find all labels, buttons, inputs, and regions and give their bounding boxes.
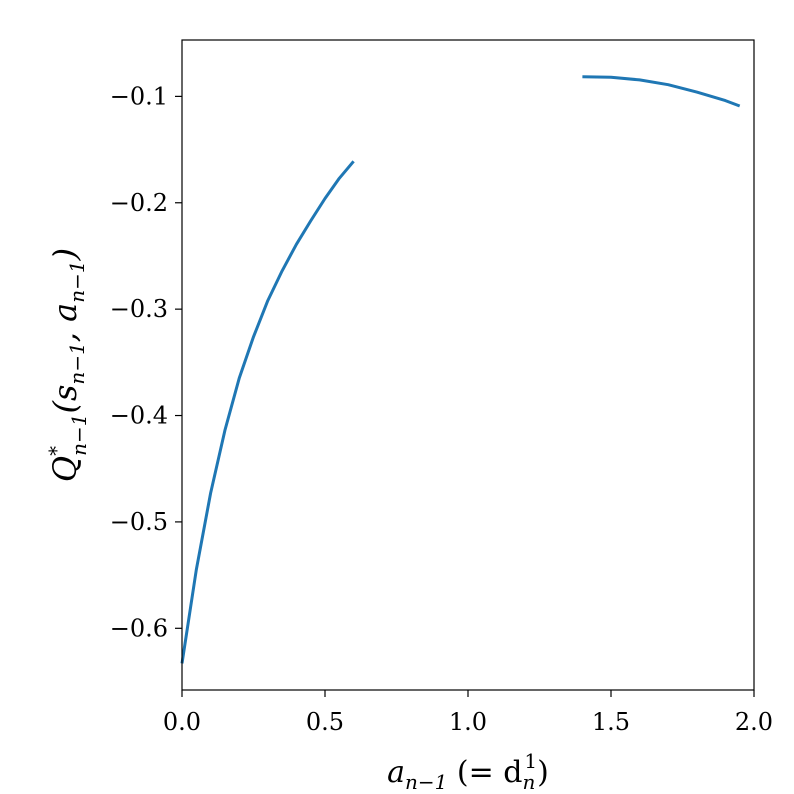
y-tick-label: −0.3 xyxy=(110,295,168,323)
x-axis-ticks: 0.0 0.5 1.0 1.5 2.0 xyxy=(163,690,773,736)
y-label-sub2: n−1 xyxy=(65,342,89,384)
series-line-2 xyxy=(582,75,741,108)
y-label-sub: n−1 xyxy=(67,413,91,455)
y-tick-label: −0.5 xyxy=(110,508,168,536)
x-tick-label: 1.5 xyxy=(592,708,630,736)
y-tick-label: −0.4 xyxy=(110,402,168,430)
x-axis-label: an−1 (= dn1) xyxy=(387,749,549,794)
series-lines xyxy=(180,75,741,664)
y-label-comma: , a xyxy=(46,303,84,342)
y-tick-label: −0.1 xyxy=(110,82,168,110)
y-axis-label-group: Q*n−1(sn−1, an−1) xyxy=(44,248,91,482)
y-tick-label: −0.2 xyxy=(110,189,168,217)
y-tick-label: −0.6 xyxy=(110,614,168,642)
y-label-sup: * xyxy=(44,446,68,456)
x-label-mid: (= d xyxy=(447,755,522,790)
x-tick-label: 2.0 xyxy=(735,708,773,736)
y-label-sub3: n−1 xyxy=(65,260,89,302)
x-tick-label: 0.0 xyxy=(163,708,201,736)
y-axis-ticks: −0.6 −0.5 −0.4 −0.3 −0.2 −0.1 xyxy=(110,82,182,642)
x-tick-label: 1.0 xyxy=(449,708,487,736)
x-label-main: a xyxy=(387,755,405,790)
x-tick-label: 0.5 xyxy=(306,708,344,736)
y-label-main: Q xyxy=(46,456,84,482)
series-line-1 xyxy=(180,160,355,664)
x-label-sub: n−1 xyxy=(405,770,447,794)
x-label-sub2: n xyxy=(523,770,536,794)
y-axis-label: Q*n−1(sn−1, an−1) xyxy=(44,248,91,482)
y-label-mid: (s xyxy=(46,385,84,414)
plot-background xyxy=(182,40,754,690)
x-label-sup2: 1 xyxy=(524,749,537,773)
x-label-end: ) xyxy=(537,755,549,790)
y-label-end: ) xyxy=(46,248,84,261)
